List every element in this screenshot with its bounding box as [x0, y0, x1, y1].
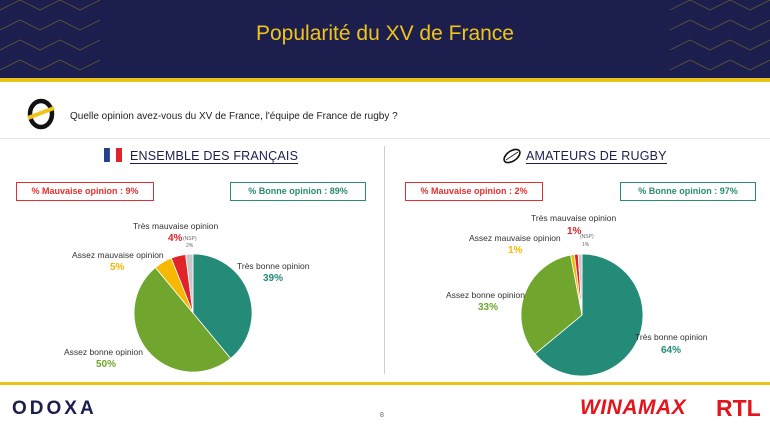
label-tres-bonne-francais: Très bonne opinion [237, 261, 310, 271]
odoxa-brand: ODOXA [12, 398, 97, 419]
pct-tres-bonne-amateurs: 64% [661, 345, 682, 356]
pie-slice-nsp [577, 253, 583, 316]
summary-bonne-amateurs: % Bonne opinion : 97% [620, 182, 756, 201]
france-flag-icon [104, 148, 122, 163]
chart-title-amateurs: AMATEURS DE RUGBY [526, 149, 667, 164]
pct-tres-mauvaise-francais: 4% [168, 233, 183, 244]
pie-slice-nsp [185, 253, 194, 314]
pct-nsp-amateurs: 1% [582, 242, 590, 248]
summary-bonne-francais: % Bonne opinion : 89% [230, 182, 366, 201]
label-nsp-amateurs: (NSP) [580, 234, 594, 240]
header-divider [0, 78, 770, 82]
label-assez-bonne-amateurs: Assez bonne opinion [446, 290, 525, 300]
label-tres-mauvaise-francais: Très mauvaise opinion [133, 221, 219, 231]
section-divider [384, 146, 385, 374]
pie-slice-tres-bonne [192, 253, 253, 360]
page-title: Popularité du XV de France [256, 22, 514, 45]
footer-divider [0, 382, 770, 385]
chart-title-amateurs-text: AMATEURS DE RUGBY [526, 149, 667, 164]
question-text: Quelle opinion avez-vous du XV de France… [70, 111, 398, 122]
summary-mauvaise-francais: % Mauvaise opinion : 9% [16, 182, 154, 201]
label-assez-mauvaise-francais: Assez mauvaise opinion [72, 250, 164, 260]
pct-assez-bonne-amateurs: 33% [478, 302, 499, 313]
chart-title-francais: ENSEMBLE DES FRANÇAIS [130, 149, 299, 164]
label-nsp-francais: (NSP) [183, 236, 197, 242]
chart-title-francais-text: ENSEMBLE DES FRANÇAIS [130, 149, 299, 164]
label-assez-mauvaise-amateurs: Assez mauvaise opinion [469, 233, 561, 243]
pct-tres-bonne-francais: 39% [263, 273, 284, 284]
header-banner: Popularité du XV de France [0, 0, 770, 78]
winamax-logo: WINAMAX [580, 396, 687, 419]
pct-nsp-francais: 2% [186, 243, 194, 249]
summary-mauvaise-amateurs: % Mauvaise opinion : 2% [405, 182, 543, 201]
pct-assez-mauvaise-francais: 5% [110, 262, 125, 273]
label-tres-bonne-amateurs: Très bonne opinion [635, 332, 708, 342]
label-assez-bonne-francais: Assez bonne opinion [64, 347, 143, 357]
pct-assez-bonne-francais: 50% [96, 359, 117, 370]
page-number: 8 [380, 412, 384, 419]
header-decoration [0, 0, 770, 71]
pie-chart-amateurs [520, 253, 644, 377]
odoxa-logo-icon [27, 98, 55, 130]
rtl-logo: RTL [716, 395, 761, 421]
pie-slice-assez-bonne [133, 266, 232, 373]
rugby-ball-icon [503, 148, 521, 164]
question-bar: Quelle opinion avez-vous du XV de France… [0, 82, 770, 139]
label-tres-mauvaise-amateurs: Très mauvaise opinion [531, 213, 617, 223]
pct-assez-mauvaise-amateurs: 1% [508, 245, 523, 256]
pie-slice-tres-bonne [534, 253, 644, 377]
pct-tres-mauvaise-amateurs: 1% [567, 226, 582, 237]
pie-slice-assez-bonne [520, 254, 583, 355]
pie-chart-francais [133, 253, 253, 373]
